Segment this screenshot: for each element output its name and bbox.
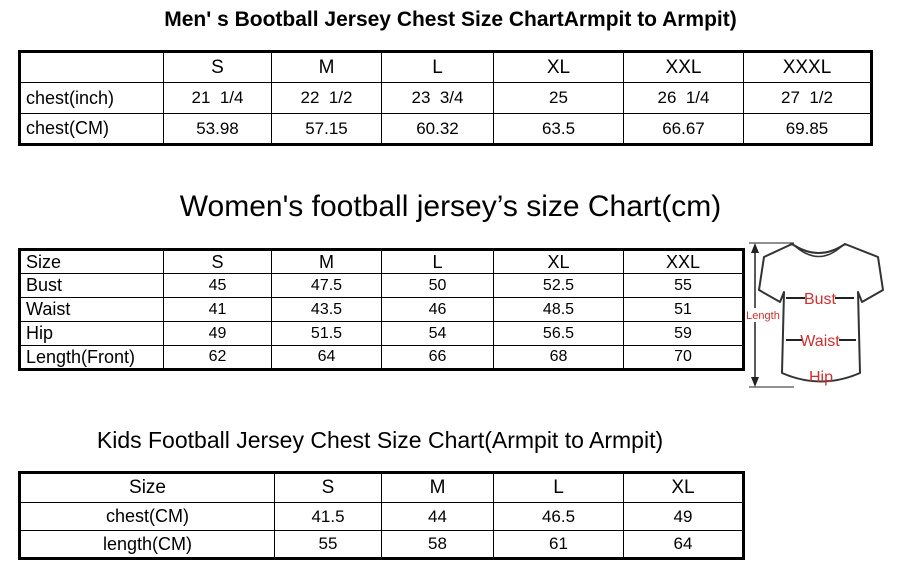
cell-value: 50 <box>381 273 494 298</box>
row-label: chest(CM) <box>19 502 275 531</box>
cell-value: 46 <box>381 297 494 322</box>
cell-value: 60.32 <box>381 113 494 145</box>
cell-value: 63.5 <box>493 113 624 145</box>
table-header-row: S M L XL XXL XXXL <box>19 51 872 83</box>
cell-value: 57.15 <box>271 113 382 145</box>
cell-value: 54 <box>381 321 494 346</box>
waist-label: Waist <box>800 333 840 350</box>
cell-value: 26 1/4 <box>623 82 744 114</box>
column-header: XL <box>493 249 624 274</box>
cell-value: 43.5 <box>271 297 382 322</box>
cell-value: 49 <box>623 502 744 531</box>
table-row: length(CM) 55 58 61 64 <box>19 530 744 559</box>
cell-value: 22 1/2 <box>271 82 382 114</box>
column-header: L <box>381 51 494 83</box>
cell-value: 27 1/2 <box>743 82 872 114</box>
cell-value: 25 <box>493 82 624 114</box>
row-label: Hip <box>19 321 164 346</box>
bust-label: Bust <box>804 291 837 308</box>
hip-label: Hip <box>809 369 833 386</box>
cell-value: 51 <box>623 297 744 322</box>
tshirt-outline <box>758 243 884 383</box>
cell-value: 46.5 <box>493 502 624 531</box>
table-row: Hip 49 51.5 54 56.5 59 <box>19 321 744 346</box>
column-header: S <box>274 472 382 503</box>
cell-value: 41.5 <box>274 502 382 531</box>
cell-value: 56.5 <box>493 321 624 346</box>
kids-size-table: Size S M L XL chest(CM) 41.5 44 46.5 49 … <box>18 471 745 560</box>
cell-value: 23 3/4 <box>381 82 494 114</box>
cell-value: 45 <box>163 273 272 298</box>
table-row: Length(Front) 62 64 66 68 70 <box>19 345 744 370</box>
cell-value: 70 <box>623 345 744 370</box>
cell-value: 58 <box>381 530 494 559</box>
table-row: chest(inch) 21 1/4 22 1/2 23 3/4 25 26 1… <box>19 82 872 114</box>
cell-value: 52.5 <box>493 273 624 298</box>
row-label: chest(inch) <box>19 82 164 114</box>
cell-value: 51.5 <box>271 321 382 346</box>
column-header: Size <box>19 249 164 274</box>
column-header: XL <box>493 51 624 83</box>
cell-value: 21 1/4 <box>163 82 272 114</box>
cell-value: 55 <box>623 273 744 298</box>
cell-value: 66 <box>381 345 494 370</box>
column-header: S <box>163 249 272 274</box>
cell-value: 66.67 <box>623 113 744 145</box>
row-label: length(CM) <box>19 530 275 559</box>
womens-size-table: Size S M L XL XXL Bust 45 47.5 50 52.5 5… <box>18 248 745 371</box>
column-header <box>19 51 164 83</box>
cell-value: 61 <box>493 530 624 559</box>
table-row: Bust 45 47.5 50 52.5 55 <box>19 273 744 298</box>
womens-chart-title: Women's football jersey’s size Chart(cm) <box>179 190 722 223</box>
kids-chart-title: Kids Football Jersey Chest Size Chart(Ar… <box>96 427 664 453</box>
row-label: chest(CM) <box>19 113 164 145</box>
cell-value: 64 <box>623 530 744 559</box>
column-header: M <box>381 472 494 503</box>
table-row: chest(CM) 53.98 57.15 60.32 63.5 66.67 6… <box>19 113 872 145</box>
cell-value: 62 <box>163 345 272 370</box>
cell-value: 53.98 <box>163 113 272 145</box>
cell-value: 44 <box>381 502 494 531</box>
cell-value: 68 <box>493 345 624 370</box>
cell-value: 47.5 <box>271 273 382 298</box>
mens-size-table: S M L XL XXL XXXL chest(inch) 21 1/4 22 … <box>18 50 873 146</box>
table-header-row: Size S M L XL <box>19 472 744 503</box>
row-label: Length(Front) <box>19 345 164 370</box>
column-header: L <box>493 472 624 503</box>
cell-value: 49 <box>163 321 272 346</box>
cell-value: 64 <box>271 345 382 370</box>
tshirt-measurement-diagram: Length Bust Waist Hip <box>745 242 884 388</box>
column-header: XXL <box>623 51 744 83</box>
row-label: Waist <box>19 297 164 322</box>
cell-value: 55 <box>274 530 382 559</box>
table-row: chest(CM) 41.5 44 46.5 49 <box>19 502 744 531</box>
cell-value: 48.5 <box>493 297 624 322</box>
column-header: M <box>271 249 382 274</box>
table-row: Waist 41 43.5 46 48.5 51 <box>19 297 744 322</box>
table-header-row: Size S M L XL XXL <box>19 249 744 274</box>
column-header: XXL <box>623 249 744 274</box>
length-label: Length <box>746 310 780 322</box>
length-label-backdrop <box>745 308 781 322</box>
column-header: L <box>381 249 494 274</box>
cell-value: 41 <box>163 297 272 322</box>
column-header: Size <box>19 472 275 503</box>
column-header: XXXL <box>743 51 872 83</box>
column-header: S <box>163 51 272 83</box>
cell-value: 59 <box>623 321 744 346</box>
mens-chart-title: Men' s Bootball Jersey Chest Size ChartA… <box>164 8 737 31</box>
cell-value: 69.85 <box>743 113 872 145</box>
row-label: Bust <box>19 273 164 298</box>
column-header: XL <box>623 472 744 503</box>
column-header: M <box>271 51 382 83</box>
